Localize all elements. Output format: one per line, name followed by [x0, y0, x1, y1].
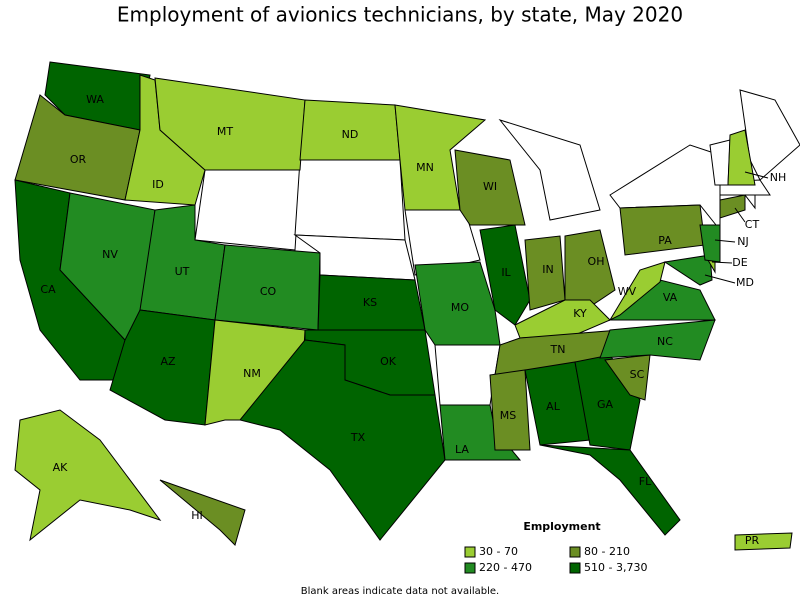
state-label: NH [770, 171, 787, 184]
state-label: PA [658, 234, 672, 247]
state [719, 194, 746, 219]
state-label: ID [152, 178, 164, 191]
state-label: CO [260, 285, 277, 298]
state-label: MT [217, 125, 233, 138]
legend-label: 510 - 3,730 [584, 561, 647, 574]
state-label: CT [745, 218, 760, 231]
state-label: PR [745, 534, 760, 547]
state-label: MS [500, 409, 516, 422]
state [154, 77, 306, 171]
state-label: WA [86, 93, 104, 106]
state-label: TN [550, 343, 566, 356]
state-label: NM [243, 367, 261, 380]
state-label: UT [175, 265, 190, 278]
state-blank [498, 119, 601, 221]
legend-label: 220 - 470 [479, 561, 532, 574]
state [479, 224, 531, 326]
state [608, 261, 666, 322]
state-label: MO [451, 301, 469, 314]
leader-line [744, 171, 769, 179]
state-blank [194, 169, 301, 251]
legend-label: 30 - 70 [479, 545, 518, 558]
leader-line [704, 274, 736, 284]
state [14, 409, 162, 542]
note: Blank areas indicate data not available. [301, 586, 499, 597]
state-label: HI [191, 509, 203, 522]
state-label: ND [342, 128, 359, 141]
state-label: CA [40, 283, 56, 296]
state-label: KS [363, 296, 377, 309]
state-label: OH [588, 255, 605, 268]
state-label: WV [618, 285, 637, 298]
state-label: MD [736, 276, 754, 289]
state [663, 254, 713, 286]
legend-swatch [569, 562, 581, 574]
state-blank [743, 194, 756, 210]
state [539, 444, 681, 536]
state [619, 204, 706, 256]
state-label: AL [546, 400, 561, 413]
state-label: MN [416, 161, 434, 174]
state-label: LA [455, 443, 469, 456]
state [727, 129, 756, 186]
states [14, 61, 800, 551]
state-label: IL [501, 266, 511, 279]
state-blank [294, 159, 406, 241]
legend-swatch [569, 546, 581, 558]
state-label: IN [542, 263, 553, 276]
state-label: AK [53, 461, 69, 474]
state-label: VA [663, 291, 678, 304]
legend-title: Employment [523, 520, 600, 533]
legend-swatch [464, 546, 476, 558]
state-label: KY [573, 307, 587, 320]
state-label: SC [630, 368, 645, 381]
state-label: OR [70, 153, 87, 166]
state-label: DE [732, 256, 747, 269]
state-label: AZ [160, 355, 176, 368]
map-title: Employment of avionics technicians, by s… [117, 3, 683, 27]
state-label: GA [597, 398, 614, 411]
legend-label: 80 - 210 [584, 545, 630, 558]
state-label: OK [380, 355, 397, 368]
state-label: NJ [737, 235, 748, 248]
legend-swatch [464, 562, 476, 574]
state-label: FL [639, 475, 652, 488]
leader-line [734, 207, 746, 223]
state [599, 319, 716, 361]
state [734, 532, 793, 551]
state [604, 354, 651, 401]
state-label: TX [350, 431, 366, 444]
state-label: NC [657, 335, 673, 348]
state-label: WI [483, 180, 497, 193]
state-label: NV [102, 248, 118, 261]
leader-line [714, 239, 736, 243]
leader-line [711, 261, 733, 264]
state [159, 479, 246, 546]
state [489, 369, 531, 451]
state [564, 229, 616, 311]
state [454, 149, 526, 226]
